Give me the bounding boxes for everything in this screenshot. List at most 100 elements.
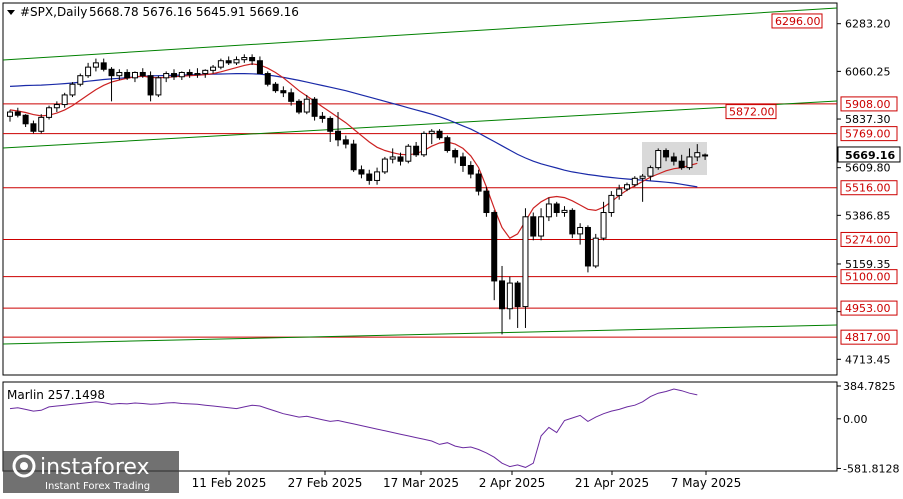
level-label-text: 4953.00 xyxy=(845,302,891,315)
candle-body xyxy=(702,154,709,157)
oscillator: 384.7825 0.00 -581.8128 xyxy=(9,380,899,475)
candle-body xyxy=(100,62,107,70)
candle-body xyxy=(459,156,466,166)
candle-body xyxy=(491,212,498,282)
candle-body xyxy=(225,60,232,64)
candle-body xyxy=(553,203,560,214)
candle-body xyxy=(61,94,68,106)
candle-body xyxy=(444,137,451,152)
candle-body xyxy=(280,90,287,94)
current-price-label: 5669.16 xyxy=(845,149,895,162)
candle-body xyxy=(22,114,29,125)
candle-body xyxy=(256,60,263,75)
candle-body xyxy=(194,73,201,76)
price-tick-label: 5159.35 xyxy=(845,258,891,271)
candle-body xyxy=(475,173,482,192)
candle-body xyxy=(217,60,224,68)
candle-body xyxy=(631,177,638,186)
candle-body xyxy=(608,194,615,214)
candle-body xyxy=(85,66,92,77)
candle-body xyxy=(428,130,435,134)
target-label-text: 5872.00 xyxy=(729,106,775,119)
level-label-box xyxy=(840,231,898,247)
candle-body xyxy=(569,209,576,235)
candle-body xyxy=(303,98,310,113)
target-label-text: 6296.00 xyxy=(775,15,821,28)
time-axis: 11 Feb 2025 27 Feb 2025 17 Mar 2025 2 Apr 2… xyxy=(192,471,742,490)
time-tick-label: 2 Apr 2025 xyxy=(479,476,546,490)
price-tick-label: 6060.25 xyxy=(845,65,891,78)
candle-body xyxy=(600,212,607,239)
candle-body xyxy=(155,77,162,96)
level-label-box xyxy=(840,269,898,285)
watermark: instaforex Instant Forex Trading xyxy=(3,451,179,493)
candle-body xyxy=(483,190,490,214)
oscillator-line xyxy=(9,388,698,468)
candle-body xyxy=(108,68,115,77)
price-tick-label: 6283.20 xyxy=(845,18,891,31)
candle-body xyxy=(46,107,53,118)
candle-body xyxy=(241,57,248,61)
candle-body xyxy=(577,226,584,235)
candle-body xyxy=(436,130,443,139)
channel-line-0 xyxy=(2,7,838,61)
candle-body xyxy=(670,156,677,162)
candle-body xyxy=(514,282,521,308)
candle-body xyxy=(655,150,662,169)
time-tick-label: 21 Apr 2025 xyxy=(575,476,649,490)
level-label-text: 5908.00 xyxy=(845,98,891,111)
time-tick-label: 7 May 2025 xyxy=(671,476,742,490)
candle-body xyxy=(178,71,185,78)
candle-body xyxy=(350,143,357,171)
candle-body xyxy=(264,73,271,85)
candle-body xyxy=(342,139,349,145)
candle-body xyxy=(7,111,13,117)
level-label-box xyxy=(840,126,898,142)
candle-body xyxy=(452,150,459,158)
candle-body xyxy=(616,188,623,196)
candle-body xyxy=(335,130,342,141)
candle-body xyxy=(623,184,630,190)
channel-line-1 xyxy=(2,100,838,149)
candle-body xyxy=(92,62,99,68)
candle-body xyxy=(171,73,178,78)
watermark-brand: instaforex xyxy=(40,455,150,480)
watermark-tagline: Instant Forex Trading xyxy=(45,481,150,492)
candle-body xyxy=(147,75,154,96)
candle-body xyxy=(374,171,381,181)
candle-body xyxy=(663,150,670,158)
candle-body xyxy=(319,115,326,119)
candle-body xyxy=(327,117,334,132)
level-label-box xyxy=(840,96,898,112)
candle-body xyxy=(116,71,123,77)
candle-body xyxy=(77,75,84,85)
price-tick-label: 5386.85 xyxy=(845,209,891,222)
instaforex-logo-icon xyxy=(12,454,36,478)
level-label-text: 5274.00 xyxy=(845,233,891,246)
price-tick-label: 5837.30 xyxy=(845,113,891,126)
candle-body xyxy=(499,280,506,310)
candle-body xyxy=(288,92,295,102)
header-dropdown-icon[interactable] xyxy=(7,10,15,15)
level-labels: 5908.00 5769.00 5516.00 5274.00 5100.00 4953.… xyxy=(725,13,898,345)
level-label-text: 5769.00 xyxy=(845,128,891,141)
candle-body xyxy=(545,203,552,218)
candle-body xyxy=(366,173,373,181)
time-tick-label: 17 Mar 2025 xyxy=(383,476,459,490)
candle-body xyxy=(210,66,217,71)
level-label-text: 4817.00 xyxy=(845,331,891,344)
symbol-label: #SPX,Daily xyxy=(20,5,87,19)
candle-body xyxy=(124,71,131,79)
candle-body xyxy=(202,69,209,75)
time-tick-label: 27 Feb 2025 xyxy=(288,476,363,490)
channel-line-2 xyxy=(2,324,838,345)
candle-body xyxy=(506,282,513,310)
level-label-text: 5100.00 xyxy=(845,271,891,284)
level-label-box xyxy=(840,329,898,345)
candle-body xyxy=(311,98,318,117)
candle-body xyxy=(678,160,685,169)
candle-body xyxy=(420,132,427,156)
oscillator-label: Marlin 257.1498 xyxy=(7,388,105,402)
